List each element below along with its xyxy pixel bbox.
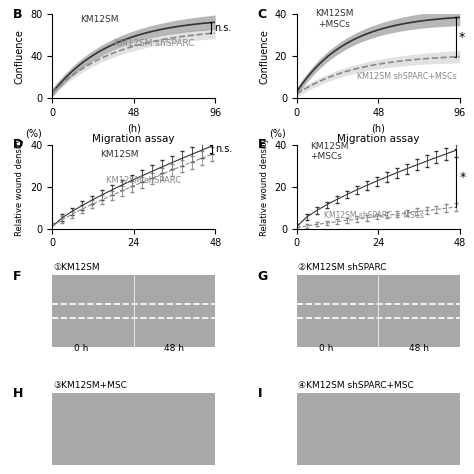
Text: KM12SM
+MSCs: KM12SM +MSCs: [310, 142, 349, 162]
Text: KM12SM shSPARC: KM12SM shSPARC: [114, 39, 194, 48]
Text: I: I: [257, 387, 262, 401]
Title: Migration assay: Migration assay: [92, 134, 175, 144]
Y-axis label: Relative wound density: Relative wound density: [16, 137, 25, 236]
Text: KM12SM shSPARC+MSCs: KM12SM shSPARC+MSCs: [357, 72, 457, 81]
Text: n.s.: n.s.: [215, 144, 233, 154]
Text: ④KM12SM shSPARC+MSC: ④KM12SM shSPARC+MSC: [298, 381, 414, 390]
Text: 0 h: 0 h: [74, 344, 89, 353]
Y-axis label: Relative wound density: Relative wound density: [260, 137, 269, 236]
Text: *: *: [460, 171, 466, 184]
Text: E: E: [257, 138, 266, 151]
Text: (%): (%): [270, 128, 286, 138]
Text: 48 h: 48 h: [164, 344, 184, 353]
Text: F: F: [13, 270, 21, 283]
Text: 0 h: 0 h: [319, 344, 333, 353]
Text: *: *: [459, 30, 465, 44]
Text: H: H: [13, 387, 23, 401]
Text: KM12SM shSPARC: KM12SM shSPARC: [107, 175, 182, 184]
Text: n.s.: n.s.: [214, 23, 232, 33]
Text: ①KM12SM: ①KM12SM: [54, 264, 100, 273]
X-axis label: (h): (h): [371, 123, 385, 133]
Text: ③KM12SM+MSC: ③KM12SM+MSC: [54, 381, 128, 390]
Text: ②KM12SM shSPARC: ②KM12SM shSPARC: [298, 264, 387, 273]
Text: B: B: [13, 8, 22, 20]
Text: KM12SM: KM12SM: [81, 15, 119, 24]
Text: KM12SM
+MSCs: KM12SM +MSCs: [315, 9, 353, 29]
Text: KM12SM shSPARC + MSCs: KM12SM shSPARC + MSCs: [324, 211, 424, 220]
Text: D: D: [13, 138, 23, 151]
Y-axis label: Confluence: Confluence: [259, 29, 269, 83]
X-axis label: (h): (h): [127, 123, 141, 133]
Text: C: C: [257, 8, 267, 20]
Y-axis label: Confluence: Confluence: [15, 29, 25, 83]
Title: Migration assay: Migration assay: [337, 134, 419, 144]
Text: G: G: [257, 270, 268, 283]
Text: (%): (%): [25, 128, 42, 138]
Text: 48 h: 48 h: [409, 344, 429, 353]
Text: KM12SM: KM12SM: [100, 150, 138, 159]
